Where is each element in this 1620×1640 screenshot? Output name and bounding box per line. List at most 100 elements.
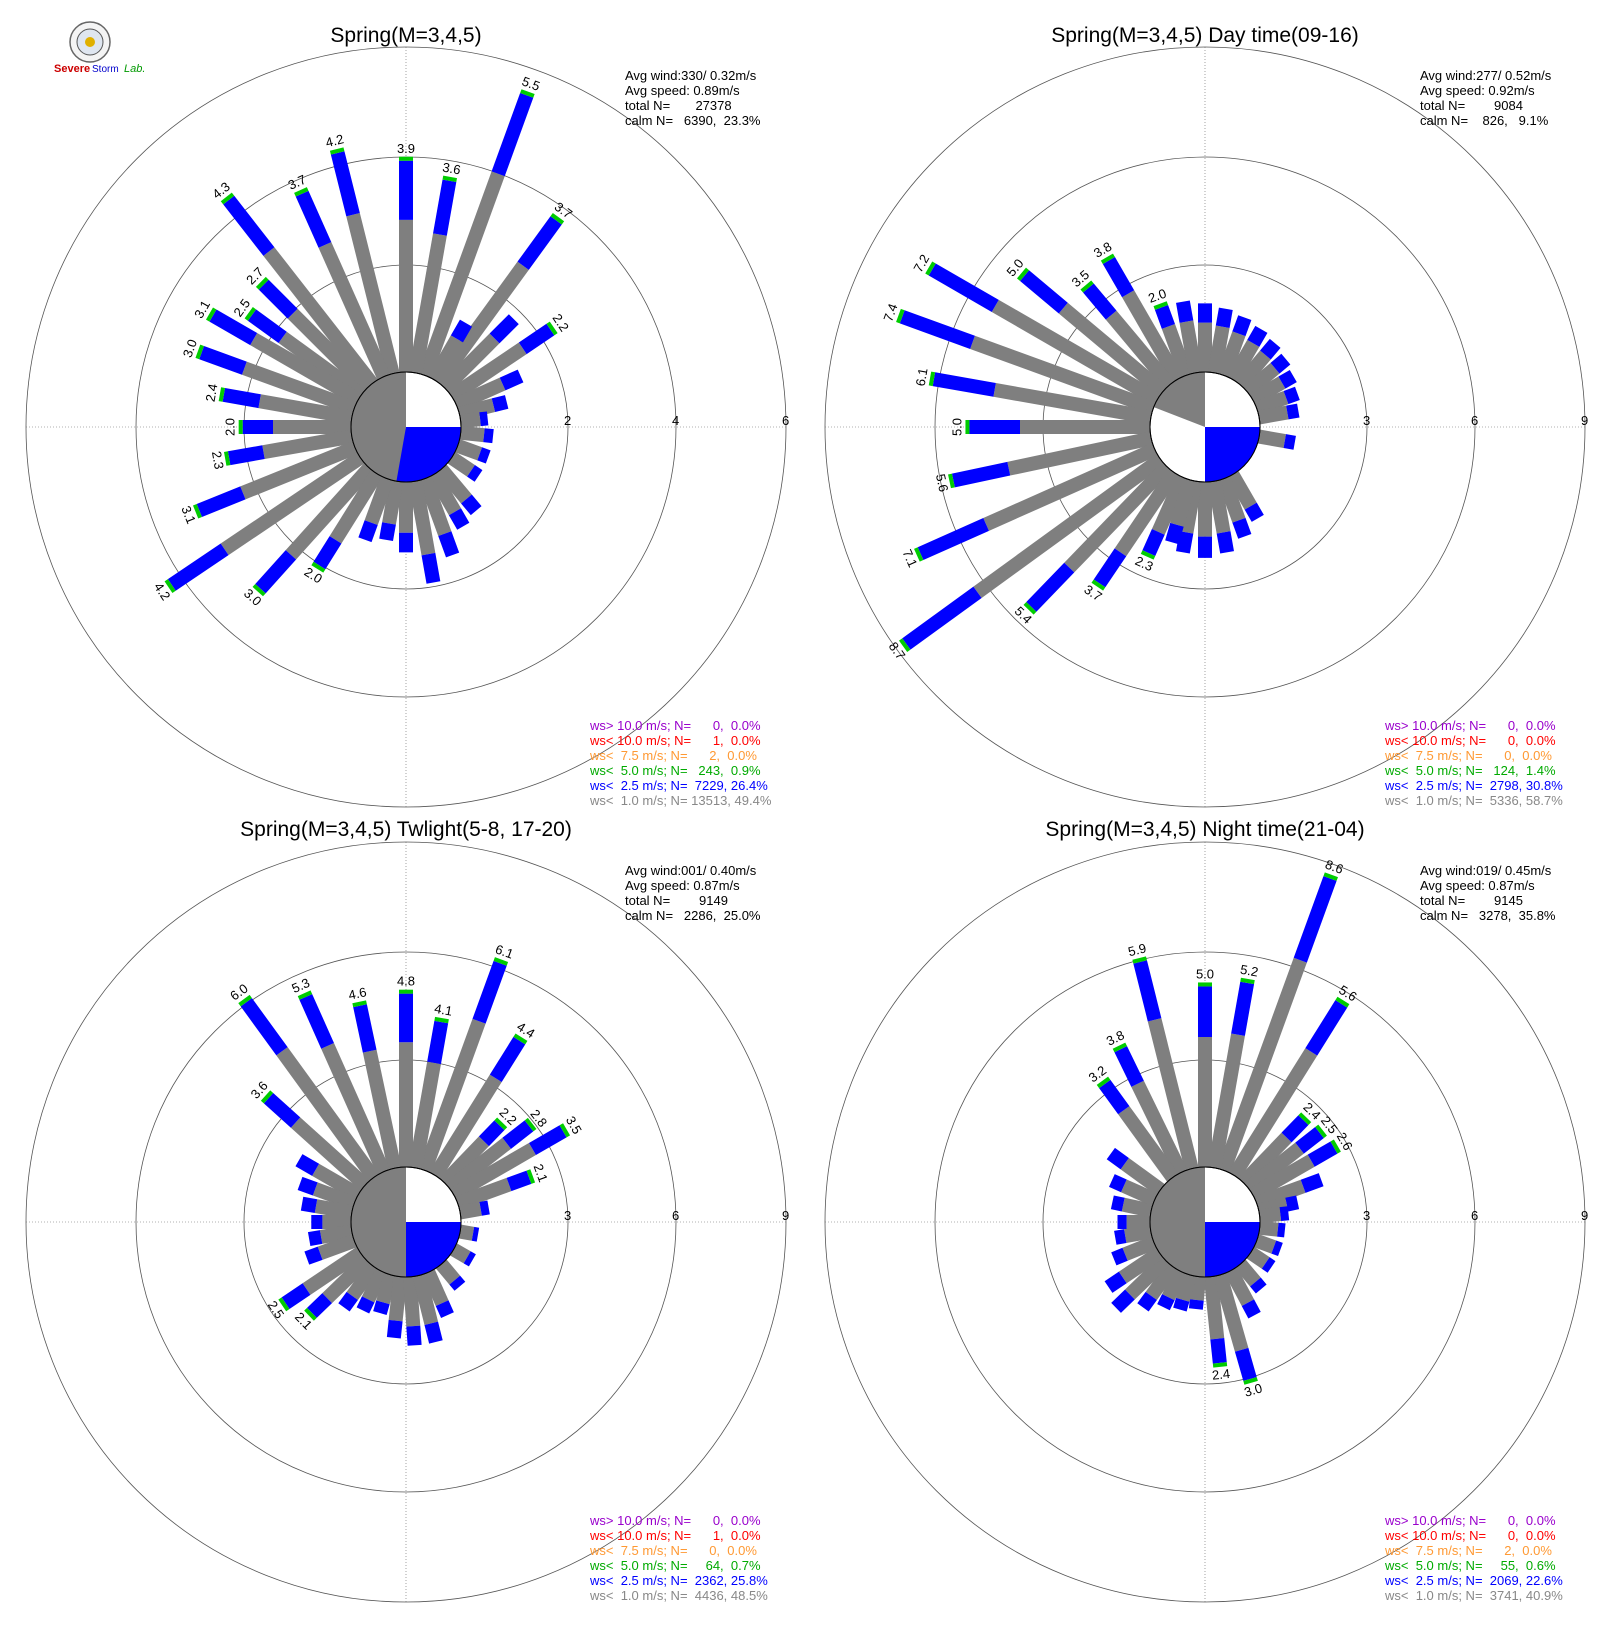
- bar-blue-segment: [399, 532, 413, 553]
- bar-blue-segment: [1110, 1195, 1125, 1212]
- bar-blue-segment: [1300, 1173, 1324, 1193]
- bar-value-label: 4.2: [324, 131, 345, 150]
- bar-blue-segment: [209, 309, 258, 346]
- bar-value-label: 3.1: [178, 504, 199, 526]
- bar-blue-segment: [1307, 1141, 1338, 1167]
- bar-gray-segment: [346, 213, 400, 376]
- bar-blue-segment: [399, 993, 413, 1043]
- bar-gray-segment: [1217, 957, 1307, 1173]
- bar-gray-segment: [1145, 1262, 1179, 1301]
- bar-gray-segment: [408, 1061, 441, 1170]
- bar-blue-segment: [1117, 1215, 1127, 1229]
- bar-gray-segment: [1244, 1142, 1304, 1194]
- bar-gray-segment: [1162, 1268, 1188, 1301]
- bar-blue-segment: [406, 1325, 422, 1346]
- bar-green-segment: [192, 504, 202, 519]
- bar-blue-segment: [1137, 1291, 1157, 1312]
- bar-gray-segment: [240, 441, 358, 500]
- bar-green-segment: [1132, 956, 1147, 964]
- bar-gray-segment: [418, 476, 452, 537]
- bar-blue-segment: [1188, 1299, 1204, 1310]
- bar-gray-segment: [970, 335, 1156, 415]
- bar-value-label: 4.6: [347, 984, 368, 1002]
- panel-title: Spring(M=3,4,5) Day time(09-16): [1051, 24, 1359, 47]
- bar-green-segment: [1315, 1124, 1327, 1139]
- bar-blue-segment: [1198, 303, 1212, 323]
- bar-blue-segment: [1279, 1206, 1290, 1222]
- bar-blue-segment: [1250, 1277, 1267, 1294]
- calm-blue-sector: [406, 1222, 461, 1277]
- bar-green-segment: [329, 147, 345, 155]
- legend-entry: ws> 10.0 m/s; N= 0, 0.0%: [589, 718, 761, 733]
- bar-value-label: 2.1: [531, 1162, 551, 1184]
- bar-blue-segment: [528, 1125, 567, 1156]
- grid-ring: [135, 951, 677, 1493]
- bar-green-segment: [399, 156, 413, 161]
- bar-blue-segment: [222, 387, 261, 409]
- bar-blue-segment: [506, 1170, 532, 1192]
- bar-gray-segment: [459, 425, 485, 443]
- bar-blue-segment: [196, 486, 246, 517]
- bar-green-segment: [1112, 1042, 1128, 1053]
- stats-line: Avg speed: 0.87m/s: [625, 878, 740, 893]
- bar-gray-segment: [1122, 1236, 1157, 1261]
- bar-gray-segment: [1118, 1106, 1179, 1182]
- bar-gray-segment: [346, 1262, 380, 1301]
- bar-gray-segment: [1249, 376, 1286, 406]
- bar-blue-segment: [1247, 325, 1268, 347]
- logo-text-storm: Storm: [92, 64, 119, 75]
- legend-entry: ws< 1.0 m/s; N= 13513, 49.4%: [589, 793, 772, 808]
- bar-blue-segment: [1232, 315, 1252, 337]
- bar-gray-segment: [273, 420, 351, 434]
- bar-gray-segment: [1105, 310, 1176, 390]
- bar-blue-segment: [1305, 1000, 1348, 1056]
- bar-value-label: 5.6: [933, 472, 951, 493]
- stats-line: calm N= 6390, 23.3%: [625, 113, 761, 128]
- bar-blue-segment: [1231, 981, 1255, 1036]
- bar-green-segment: [494, 1117, 508, 1131]
- bar-gray-segment: [993, 383, 1153, 425]
- bar-blue-segment: [263, 1093, 301, 1128]
- bar-gray-segment: [1007, 431, 1153, 476]
- bar-gray-segment: [312, 1182, 357, 1210]
- bar-blue-segment: [258, 279, 298, 319]
- calm-gray-sector: [1150, 1167, 1205, 1277]
- legend-entry: ws> 10.0 m/s; N= 0, 0.0%: [1384, 1513, 1556, 1528]
- bar-gray-segment: [447, 451, 475, 477]
- bar-blue-segment: [227, 445, 265, 466]
- bar-green-segment: [1091, 579, 1106, 591]
- legend-entry: ws> 10.0 m/s; N= 0, 0.0%: [1384, 718, 1556, 733]
- stats-line: calm N= 2286, 25.0%: [625, 908, 761, 923]
- bar-gray-segment: [1020, 420, 1150, 434]
- grid-ring: [934, 951, 1476, 1493]
- bar-blue-segment: [1270, 353, 1291, 374]
- lab-logo-graphic: Severe Storm Lab.: [54, 21, 145, 75]
- bar-blue-segment: [471, 1226, 480, 1242]
- bar-value-label: 3.9: [397, 141, 415, 156]
- legend-entry: ws< 2.5 m/s; N= 2069, 22.6%: [1384, 1573, 1563, 1588]
- bar-green-segment: [948, 473, 955, 489]
- bar-blue-segment: [255, 550, 297, 594]
- bar-value-label: 6.1: [913, 367, 931, 387]
- bar-value-label: 2.3: [209, 450, 227, 470]
- logo-text-severe: Severe: [54, 63, 90, 75]
- bar-green-segment: [205, 307, 217, 322]
- legend-entry: ws< 1.0 m/s; N= 4436, 48.5%: [589, 1588, 768, 1603]
- bar-gray-segment: [447, 342, 527, 403]
- bar-blue-segment: [1283, 434, 1296, 450]
- bar-blue-segment: [1102, 257, 1135, 298]
- bar-green-segment: [1330, 1139, 1341, 1154]
- bar-gray-segment: [412, 1273, 439, 1325]
- bar-gray-segment: [1125, 1255, 1171, 1300]
- bar-gray-segment: [458, 1224, 475, 1241]
- bar-blue-segment: [483, 428, 494, 444]
- bar-gray-segment: [1226, 471, 1257, 510]
- bar-blue-segment: [1244, 502, 1264, 522]
- calm-gray-sector: [351, 1167, 406, 1277]
- bar-gray-segment: [432, 261, 529, 387]
- bar-gray-segment: [1064, 461, 1172, 573]
- bar-gray-segment: [312, 1163, 362, 1201]
- bar-green-segment: [513, 1033, 528, 1045]
- bar-blue-segment: [917, 518, 989, 561]
